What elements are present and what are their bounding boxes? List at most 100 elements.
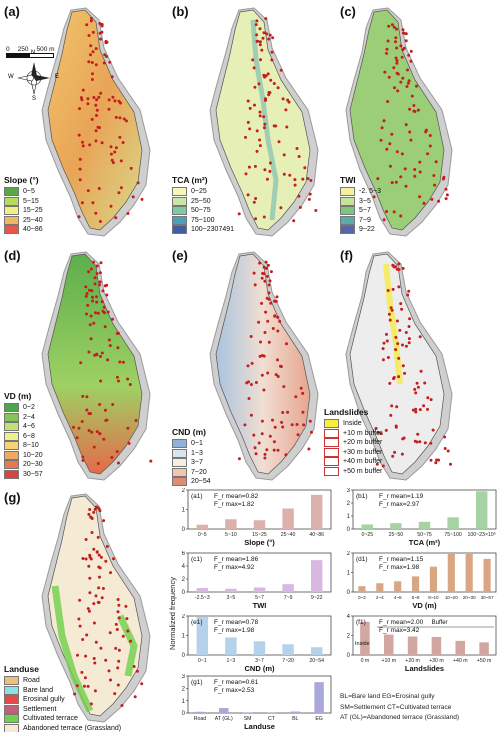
legend-item: 100~2307491 [172, 225, 234, 235]
x-axis-label: TWI [253, 601, 267, 610]
landslide-point [383, 70, 387, 74]
landslide-point [134, 419, 138, 422]
legend-item: 0~5 [4, 187, 43, 197]
landslide-point [96, 311, 100, 315]
legend-label: 20~30 [23, 461, 43, 469]
legend-label: Road [23, 677, 40, 685]
landslide-point [126, 629, 130, 633]
landslide-point [113, 150, 117, 154]
landslide-point [274, 299, 278, 303]
landslide-point [97, 565, 101, 569]
landslide-point [98, 220, 102, 223]
landslide-point [387, 24, 391, 28]
landslide-point [95, 114, 98, 117]
landslide-point [266, 371, 270, 375]
x-tick-label: -2.5~3 [195, 595, 210, 601]
landslide-point [374, 426, 378, 430]
landslide-point [91, 295, 94, 299]
landslide-point [78, 178, 82, 182]
landslide-point [95, 272, 99, 276]
landslide-point [92, 510, 96, 514]
landslide-point [415, 381, 419, 385]
landslide-point [113, 692, 117, 696]
x-tick-label: 3~5 [226, 595, 235, 601]
landslide-point [269, 270, 273, 274]
landslide-point [429, 398, 433, 402]
bar [195, 711, 205, 713]
landslide-point [260, 48, 264, 52]
landslide-point [111, 95, 115, 99]
landslide-point [116, 666, 120, 670]
landslide-point [386, 100, 390, 103]
landslide-point [110, 158, 114, 162]
legend-label: 0~5 [23, 188, 35, 196]
landslide-point [263, 456, 267, 460]
legend-item: +40 m buffer [324, 457, 382, 467]
y-tick-label: 0 [347, 527, 351, 533]
landslide-point [280, 420, 284, 424]
landslide-point [77, 215, 81, 219]
legend-label: 0~1 [191, 440, 203, 448]
landslide-point [98, 432, 102, 436]
landslide-point [397, 356, 401, 360]
legend-twi: TWI -2. 5~3 3~5 5~7 7~9 9~22 [340, 175, 381, 235]
landslide-point [442, 175, 446, 179]
landslide-point [381, 358, 385, 362]
landslide-point [246, 193, 250, 197]
landslide-point [414, 407, 418, 411]
y-tick-label: 2 [182, 614, 186, 620]
landslide-point [87, 512, 91, 516]
landslide-point [268, 161, 272, 165]
landslide-point [394, 335, 398, 339]
landslide-point [426, 407, 429, 411]
bar [282, 508, 294, 529]
legend-swatch [172, 215, 187, 225]
landslide-point [91, 201, 95, 205]
x-tick-label: 25~50 [389, 532, 404, 538]
landslide-point [416, 108, 420, 112]
legend-label: 3~5 [359, 197, 371, 205]
landslide-point [295, 423, 299, 426]
landslide-point [397, 375, 401, 379]
y-tick-label: 2 [182, 488, 186, 494]
landslide-point [89, 702, 93, 706]
landslide-point [412, 104, 416, 107]
landslide-point [271, 36, 275, 40]
landslide-point [86, 189, 90, 193]
legend-swatch [172, 196, 187, 206]
north-label: N [31, 50, 36, 56]
landslide-point [260, 354, 264, 357]
y-tick-label: 4 [347, 614, 351, 620]
landslide-point [97, 95, 101, 99]
landslide-point [119, 159, 123, 163]
landslide-point [267, 37, 271, 41]
legend-swatch [4, 695, 19, 705]
landslide-point [265, 448, 269, 452]
y-tick-label: 0 [347, 590, 351, 596]
y-tick-label: 3 [182, 674, 186, 680]
landslide-point [95, 300, 99, 304]
landslide-point [404, 39, 408, 43]
landslide-point [391, 287, 395, 291]
landslide-point [125, 119, 128, 123]
landslide-point [252, 271, 256, 275]
landslide-point [388, 318, 392, 322]
landslide-point [84, 538, 88, 541]
landslide-point [430, 197, 434, 201]
bar [253, 587, 266, 592]
bar [196, 588, 209, 592]
landslide-point [98, 283, 102, 287]
legend-vd: VD (m) 0~2 2~4 4~6 6~8 8~10 10~20 20~30 30~57 [4, 391, 43, 479]
chart-b1: 0 1 2 3 0~25 25~50 50~75 75~100 100~23×10⁵ TCA (m… [347, 488, 497, 547]
legend-swatch [4, 469, 19, 479]
landslide-point [397, 268, 401, 272]
landslide-point [99, 261, 103, 265]
landslide-point [269, 78, 273, 82]
landslide-point [258, 138, 262, 142]
landslide-point [89, 53, 92, 57]
landslide-point [382, 218, 386, 222]
x-tick-label: 8~10 [428, 595, 439, 600]
legend-label: 25~40 [23, 216, 43, 224]
landslide-point [258, 27, 262, 31]
legend-swatch [324, 428, 339, 438]
